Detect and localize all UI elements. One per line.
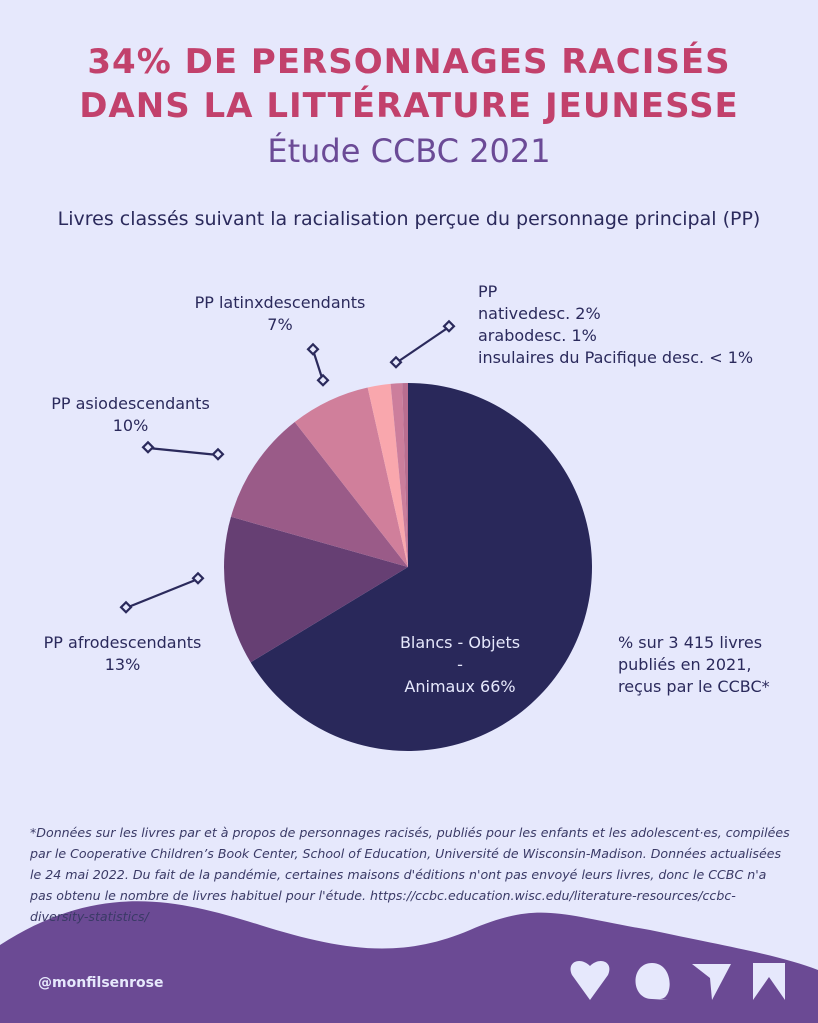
pie-slice-0 [250, 383, 593, 751]
label-asio-name: PP asiodescendants [51, 394, 210, 413]
leader-line-afro [125, 577, 199, 610]
footnote: *Données sur les livres par et à propos … [30, 825, 790, 924]
pie-slice-1 [223, 516, 408, 663]
pie-slice-3 [294, 387, 408, 567]
label-small-slices: PP nativedesc. 2% arabodesc. 1% insulair… [478, 281, 753, 369]
title-line-2: DANS LA LITTÉRATURE JEUNESSE [79, 86, 739, 126]
label-blancs: Blancs - Objets - Animaux 66% [395, 632, 525, 698]
note-line2: publiés en 2021, [618, 655, 752, 674]
label-blancs-line1: Blancs - Objets - [399, 633, 521, 674]
label-afro: PP afrodescendants 13% [30, 632, 215, 676]
label-native: nativedesc. 2% [478, 304, 601, 323]
label-small-pp: PP [478, 282, 498, 301]
label-latinx: PP latinxdescendants 7% [180, 292, 380, 336]
social-handle[interactable]: @monfilsenrose [38, 975, 164, 991]
send-icon[interactable] [692, 964, 731, 1000]
comment-icon[interactable] [635, 963, 670, 1000]
label-insulaires: insulaires du Pacifique desc. < 1% [478, 348, 754, 367]
pie-slice-4 [367, 383, 408, 567]
label-latinx-name: PP latinxdescendants [194, 293, 366, 312]
sample-note: % sur 3 415 livres publiés en 2021, reçu… [618, 632, 770, 698]
note-line1: % sur 3 415 livres [618, 633, 763, 652]
bookmark-icon[interactable] [753, 963, 785, 1000]
label-blancs-line2: Animaux 66% [404, 677, 516, 696]
leader-lines [119, 319, 456, 614]
label-asio: PP asiodescendants 10% [38, 393, 223, 437]
label-asio-value: 10% [112, 416, 149, 435]
pie-slice-2 [230, 421, 408, 567]
note-line3: reçus par le CCBC* [618, 677, 770, 696]
footer-wave [0, 901, 818, 1023]
subtitle: Étude CCBC 2021 [267, 132, 551, 170]
heart-icon[interactable] [570, 960, 610, 1000]
pie-slice-5 [390, 383, 408, 567]
title-line-1: 34% DE PERSONNAGES RACISÉS [87, 42, 731, 82]
label-afro-value: 13% [104, 655, 141, 674]
chart-lead: Livres classés suivant la racialisation … [57, 208, 761, 230]
leader-line-small [395, 326, 450, 364]
label-afro-name: PP afrodescendants [43, 633, 202, 652]
leader-line-asio [147, 446, 219, 457]
pie-slice-6 [402, 383, 408, 567]
label-arabo: arabodesc. 1% [478, 326, 597, 345]
label-latinx-value: 7% [267, 315, 293, 334]
